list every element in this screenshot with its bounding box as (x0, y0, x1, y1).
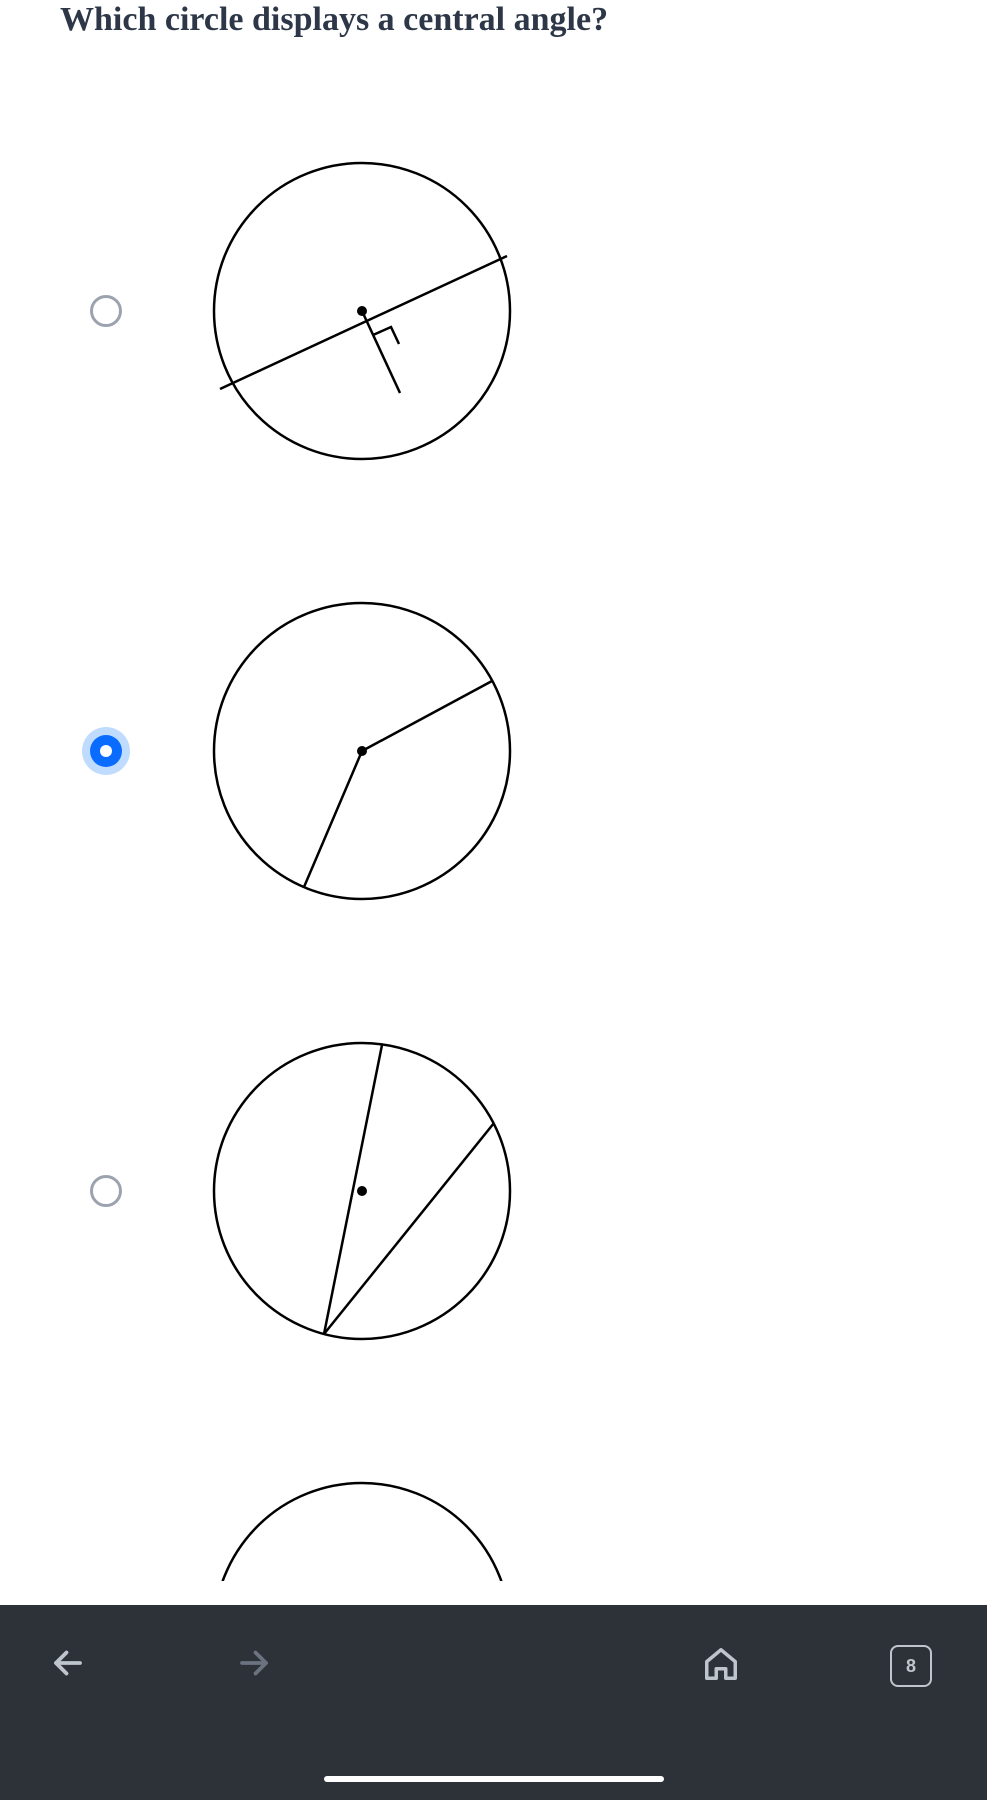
option-b[interactable] (60, 571, 927, 931)
diagram-central-angle (182, 571, 542, 931)
diagram-partial-circle (182, 1451, 542, 1581)
home-indicator[interactable] (324, 1776, 664, 1782)
radio-c[interactable] (90, 1175, 122, 1207)
tabs-button[interactable]: 8 (890, 1645, 932, 1687)
arrow-right-icon (236, 1645, 272, 1681)
radio-b[interactable] (82, 727, 130, 775)
quiz-content: Which circle displays a central angle? (0, 0, 987, 1605)
diagram-inscribed-angle (182, 1011, 542, 1371)
forward-button (236, 1645, 272, 1681)
option-a[interactable] (60, 131, 927, 491)
home-icon (702, 1645, 740, 1683)
browser-bottom-bar: 8 (0, 1605, 987, 1800)
home-button[interactable] (702, 1645, 740, 1683)
tab-count-badge: 8 (890, 1645, 932, 1687)
question-text: Which circle displays a central angle? (60, 0, 927, 41)
back-button[interactable] (50, 1645, 86, 1681)
diagram-perpendicular-chord (182, 131, 542, 491)
arrow-left-icon (50, 1645, 86, 1681)
option-c[interactable] (60, 1011, 927, 1371)
option-d[interactable] (60, 1451, 927, 1581)
options-list (60, 131, 927, 1581)
radio-a[interactable] (90, 295, 122, 327)
